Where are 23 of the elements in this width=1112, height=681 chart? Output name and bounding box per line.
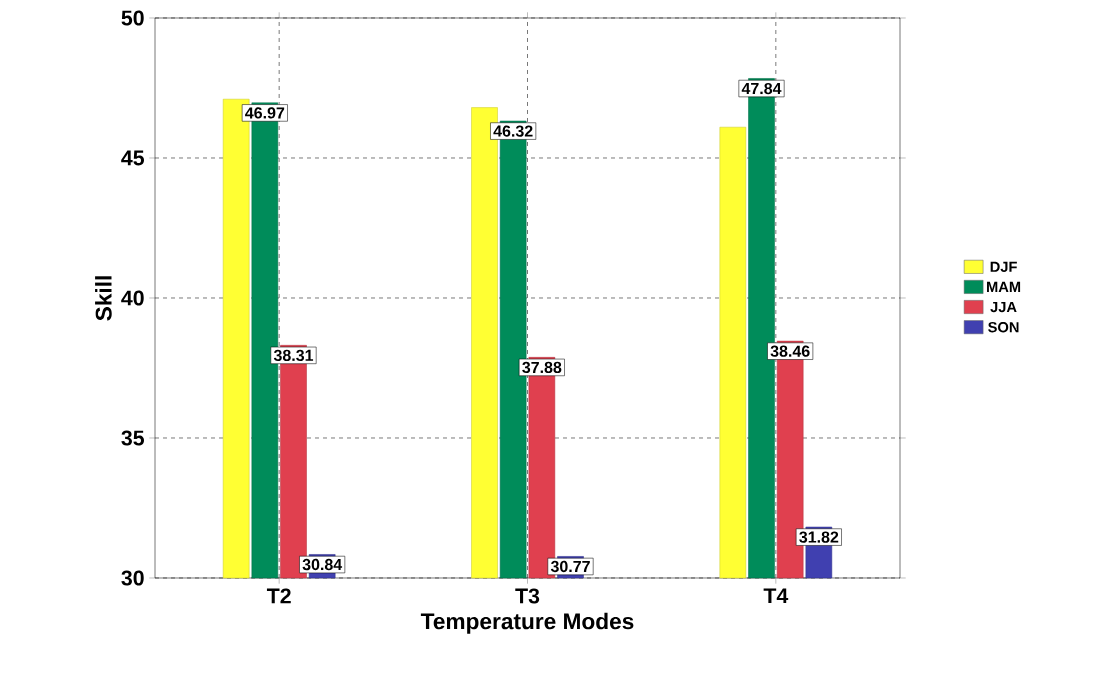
x-axis-title: Temperature Modes	[420, 612, 634, 634]
data-label: 38.31	[273, 349, 314, 362]
legend-label: JJA	[990, 301, 1017, 313]
y-tick-label: 35	[121, 430, 144, 446]
y-tick-label: 50	[121, 10, 144, 26]
x-tick-label: T2	[266, 588, 291, 604]
legend-label: DJF	[990, 261, 1017, 272]
x-tick-label: T3	[515, 588, 540, 604]
data-label: 46.97	[245, 107, 285, 119]
x-tick-label: T4	[763, 588, 789, 604]
data-label: 38.46	[770, 345, 810, 357]
y-tick-label: 40	[121, 290, 144, 306]
data-label: 31.82	[799, 531, 839, 543]
legend-label: SON	[988, 322, 1019, 333]
y-tick-label: 45	[121, 150, 144, 166]
y-axis-title: Skill	[95, 276, 112, 321]
y-tick-label: 30	[121, 570, 144, 586]
data-label: 30.77	[550, 560, 590, 573]
legend-label: MAM	[987, 281, 1021, 292]
data-label: 30.84	[302, 558, 343, 571]
data-label: 46.32	[493, 125, 533, 137]
data-label: 47.84	[741, 82, 782, 95]
data-label: 37.88	[522, 361, 562, 374]
